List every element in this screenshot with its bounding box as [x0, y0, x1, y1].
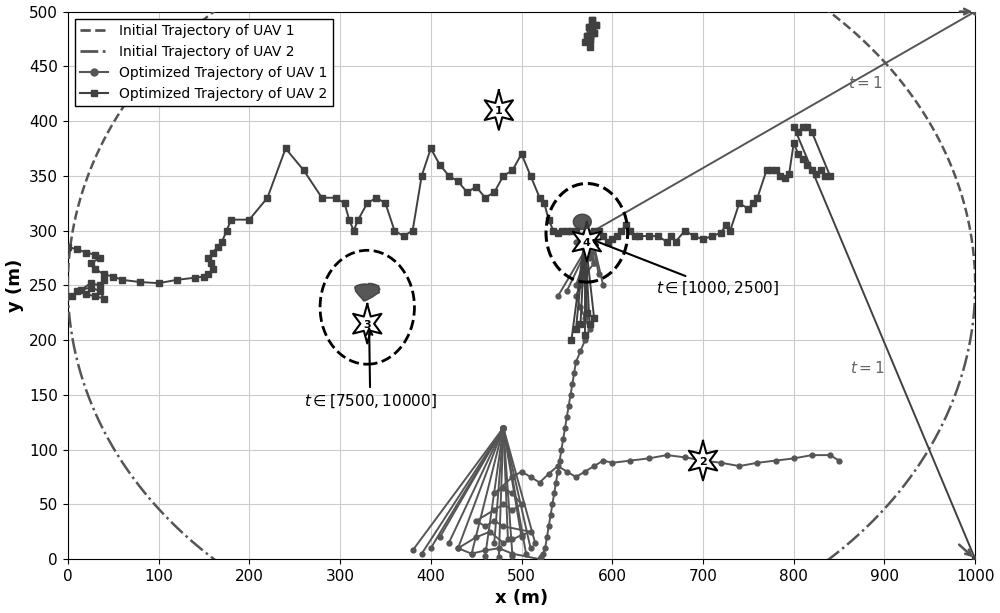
Optimized Trajectory of UAV 2 — [765, 167, 777, 174]
Y-axis label: y (m): y (m) — [6, 259, 24, 312]
Initial Trajectory of UAV 2 — [969, 282, 981, 289]
Optimized Trajectory of UAV 2 — [801, 123, 813, 130]
Initial Trajectory of UAV 2 — [94, 419, 106, 427]
Text: $t \in [7500, 10000]$: $t \in [7500, 10000]$ — [304, 329, 437, 410]
Initial Trajectory of UAV 1 — [94, 144, 106, 151]
Line: Optimized Trajectory of UAV 1: Optimized Trajectory of UAV 1 — [456, 9, 978, 562]
Initial Trajectory of UAV 2 — [279, 600, 291, 607]
Initial Trajectory of UAV 2 — [815, 562, 827, 569]
Text: 2: 2 — [699, 457, 707, 466]
Optimized Trajectory of UAV 1 — [566, 380, 578, 387]
Polygon shape — [689, 441, 717, 481]
Optimized Trajectory of UAV 1 — [833, 457, 845, 464]
Polygon shape — [353, 304, 381, 343]
X-axis label: x (m): x (m) — [495, 590, 548, 607]
Optimized Trajectory of UAV 1 — [969, 8, 981, 15]
Line: Initial Trajectory of UAV 2: Initial Trajectory of UAV 2 — [68, 286, 975, 613]
Optimized Trajectory of UAV 1 — [534, 555, 546, 563]
Optimized Trajectory of UAV 2 — [62, 243, 74, 251]
Optimized Trajectory of UAV 1 — [470, 517, 482, 525]
Optimized Trajectory of UAV 1 — [584, 249, 596, 256]
Polygon shape — [485, 90, 513, 130]
Text: 4: 4 — [583, 238, 591, 248]
Initial Trajectory of UAV 1 — [969, 282, 981, 289]
Text: 3: 3 — [363, 320, 371, 330]
Optimized Trajectory of UAV 2 — [706, 232, 718, 240]
Initial Trajectory of UAV 1 — [815, 2, 827, 9]
Initial Trajectory of UAV 1 — [809, 0, 821, 6]
Legend: Initial Trajectory of UAV 1, Initial Trajectory of UAV 2, Optimized Trajectory o: Initial Trajectory of UAV 1, Initial Tra… — [75, 18, 333, 107]
Initial Trajectory of UAV 2 — [62, 282, 74, 289]
Line: Initial Trajectory of UAV 1: Initial Trajectory of UAV 1 — [68, 0, 975, 286]
Optimized Trajectory of UAV 2 — [969, 555, 981, 563]
Text: $t \in [1000, 2500]$: $t \in [1000, 2500]$ — [593, 240, 779, 297]
Polygon shape — [573, 222, 601, 261]
Optimized Trajectory of UAV 2 — [379, 200, 391, 207]
Polygon shape — [355, 283, 380, 301]
Line: Optimized Trajectory of UAV 2: Optimized Trajectory of UAV 2 — [65, 124, 978, 562]
Optimized Trajectory of UAV 1 — [570, 473, 582, 481]
Polygon shape — [573, 214, 591, 229]
Optimized Trajectory of UAV 2 — [815, 167, 827, 174]
Optimized Trajectory of UAV 1 — [584, 326, 596, 333]
Text: 1: 1 — [495, 106, 503, 116]
Text: $t = 1$: $t = 1$ — [848, 75, 883, 91]
Text: $t = 1$: $t = 1$ — [850, 360, 885, 376]
Initial Trajectory of UAV 2 — [809, 565, 821, 573]
Optimized Trajectory of UAV 1 — [525, 473, 537, 481]
Optimized Trajectory of UAV 2 — [89, 251, 101, 258]
Initial Trajectory of UAV 1 — [62, 282, 74, 289]
Optimized Trajectory of UAV 2 — [94, 254, 106, 262]
